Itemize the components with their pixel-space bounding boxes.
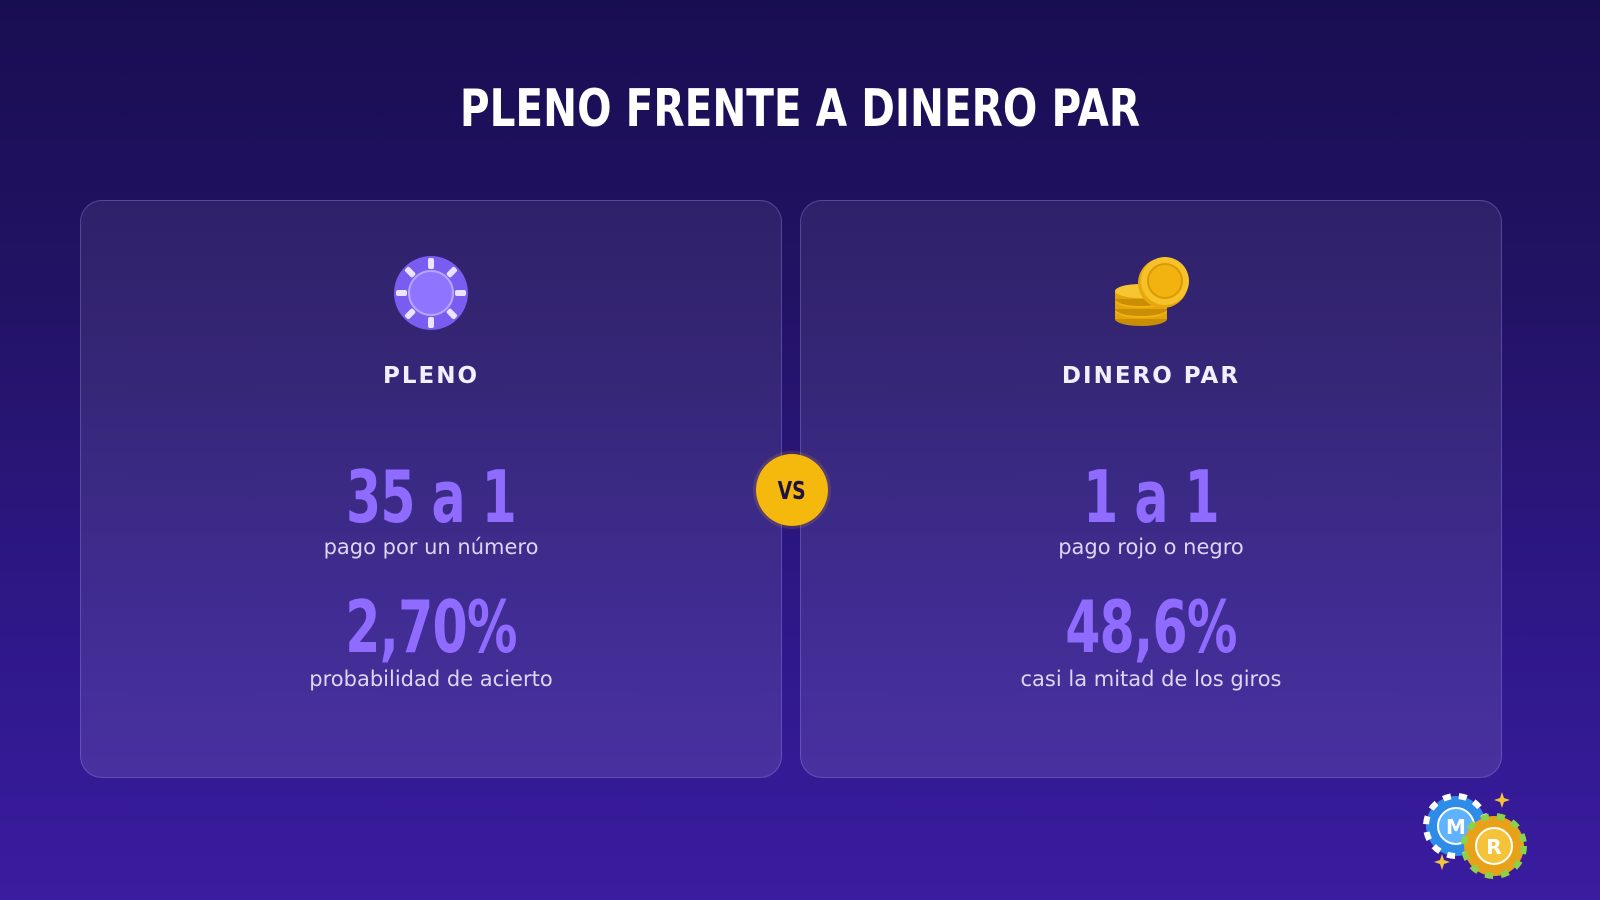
casino-chips-logo: M R	[1423, 792, 1527, 879]
pleno-card: PLENO 35 a 1 pago por un número 2,70% pr…	[80, 200, 782, 778]
vs-label: VS	[777, 475, 807, 505]
vs-badge: VS	[756, 454, 828, 526]
page-title: PLENO FRENTE A DINERO PAR	[459, 79, 1141, 139]
probability-value: 48,6%	[1065, 585, 1237, 669]
probability-value: 2,70%	[345, 585, 517, 669]
svg-text:M: M	[1446, 815, 1466, 839]
svg-text:R: R	[1486, 835, 1501, 859]
card-title: PLENO	[382, 363, 480, 389]
payout-value: 35 a 1	[345, 455, 517, 539]
payout-label: pago por un número	[323, 535, 539, 559]
card-title: DINERO PAR	[1061, 363, 1241, 389]
payout-label: pago rojo o negro	[1058, 535, 1244, 559]
probability-label: casi la mitad de los giros	[1020, 667, 1282, 691]
roulette-chip-icon	[394, 256, 468, 330]
payout-value: 1 a 1	[1083, 455, 1219, 539]
probability-label: probabilidad de acierto	[309, 667, 553, 691]
coin-stack-icon	[1115, 257, 1189, 326]
dinero-par-card: DINERO PAR 1 a 1 pago rojo o negro 48,6%…	[800, 200, 1502, 778]
